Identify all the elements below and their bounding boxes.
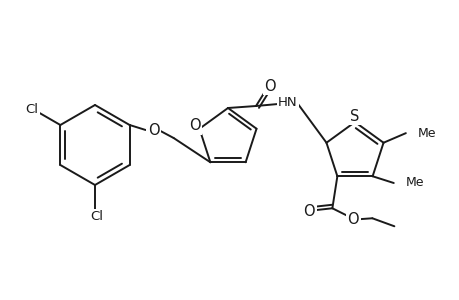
Text: Me: Me — [405, 176, 423, 190]
Text: O: O — [147, 122, 159, 137]
Text: O: O — [347, 212, 358, 227]
Text: Cl: Cl — [90, 211, 103, 224]
Text: O: O — [188, 118, 200, 133]
Text: O: O — [263, 79, 275, 94]
Text: S: S — [350, 109, 359, 124]
Text: Me: Me — [417, 127, 436, 140]
Text: O: O — [303, 204, 314, 219]
Text: Cl: Cl — [26, 103, 39, 116]
Text: HN: HN — [278, 95, 297, 109]
